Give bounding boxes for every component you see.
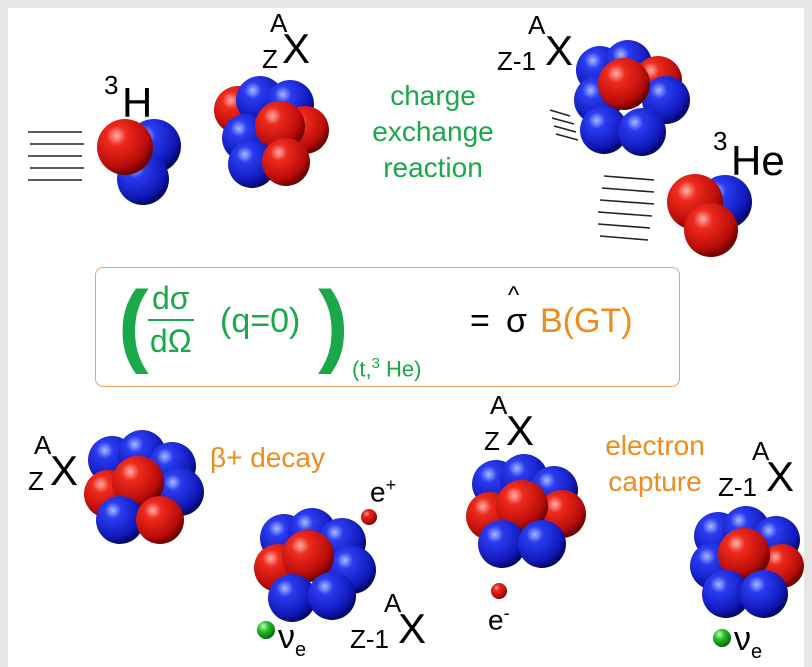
beta-daughter-nucleus: [254, 508, 376, 622]
electron-particle: [491, 583, 507, 599]
motion-lines-helium3: [597, 175, 655, 241]
product-symbol: X: [545, 27, 574, 74]
neutrino-beta-particle: [257, 621, 275, 639]
neutrino-ec-particle: [713, 629, 731, 647]
helium3-symbol: He: [731, 137, 785, 184]
beta-plus-decay-label: β+ decay: [210, 442, 325, 473]
ec-daughter-nucleus: [690, 506, 804, 618]
beta-parent-nucleus: [84, 430, 204, 544]
ec-parent-mass-number: A: [490, 390, 508, 420]
helium3-nucleus: [667, 174, 752, 257]
cross-section-fraction: dσ dΩ: [148, 280, 194, 360]
positron-label: e+: [370, 475, 397, 508]
target-mass-number: A: [270, 8, 288, 38]
equals-sign: =: [470, 302, 490, 340]
momentum-transfer-arg: (q=0): [220, 302, 301, 340]
tritium-nucleus: [97, 119, 181, 205]
neutrino-ec-label: νe: [734, 620, 763, 663]
gamow-teller-strength: B(GT): [540, 302, 633, 340]
ec-parent-nucleus: [466, 454, 586, 568]
beta-parent-symbol: X: [50, 447, 79, 494]
sigma-hat: σ ^: [506, 282, 527, 340]
hat-symbol: ^: [508, 282, 520, 309]
neutrino-beta-label: νe: [278, 618, 307, 661]
beta-daughter-mass-number: A: [384, 588, 402, 618]
target-symbol: X: [282, 25, 311, 72]
formula-left-paren: (: [118, 273, 149, 375]
ec-parent-symbol: X: [506, 407, 535, 454]
beta-parent-mass-number: A: [34, 430, 52, 460]
motion-lines-tritium: [28, 131, 84, 181]
ec-daughter-mass-number: A: [752, 436, 770, 466]
fraction-denominator: dΩ: [149, 323, 192, 359]
helium3-mass-number: 3: [713, 126, 728, 156]
formula-right-paren: ): [318, 273, 349, 375]
reaction-subscript: (t,3 He): [352, 355, 422, 382]
beta-daughter-atomic-number: Z-1: [350, 624, 389, 654]
gamow-teller-formula-box: [95, 267, 680, 387]
product-nucleus: [574, 40, 690, 156]
charge-exchange-label: charge exchange reaction: [372, 80, 494, 183]
electron-label: e-: [488, 603, 510, 636]
ec-parent-atomic-number: Z: [484, 426, 500, 456]
target-atomic-number: Z: [262, 44, 278, 74]
electron-capture-label: electron capture: [605, 430, 705, 497]
ec-daughter-atomic-number: Z-1: [718, 472, 757, 502]
tritium-mass-number: 3: [104, 70, 119, 100]
tritium-symbol: H: [122, 79, 153, 126]
beta-parent-atomic-number: Z: [28, 466, 44, 496]
positron-particle: [361, 509, 377, 525]
ec-daughter-symbol: X: [766, 453, 795, 500]
target-nucleus: [214, 76, 329, 188]
product-atomic-number: Z-1: [497, 46, 536, 76]
product-mass-number: A: [528, 10, 546, 40]
beta-daughter-symbol: X: [398, 605, 427, 652]
fraction-numerator: dσ: [148, 280, 194, 321]
motion-lines-product: [549, 109, 579, 141]
